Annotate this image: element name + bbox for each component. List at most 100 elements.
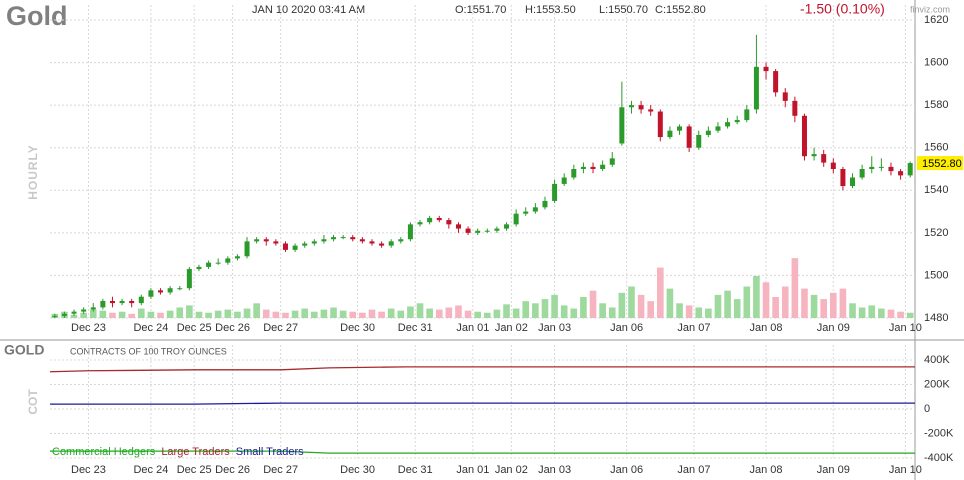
candle-body <box>869 166 875 169</box>
volume-bar <box>685 305 693 318</box>
brand[interactable]: finviz.com <box>910 4 950 14</box>
volume-bar <box>195 311 203 318</box>
x-tick-label: Dec 23 <box>71 322 106 334</box>
candle-body <box>138 296 144 304</box>
y-tick-label: -200K <box>924 427 954 439</box>
volume-bar <box>493 309 501 318</box>
volume-bar <box>214 310 222 318</box>
volume-bar <box>618 292 626 318</box>
x-tick-label: Dec 26 <box>215 464 250 476</box>
candle-body <box>513 213 519 225</box>
volume-bar <box>753 276 760 318</box>
candle-body <box>129 300 135 304</box>
volume-bar <box>474 311 481 318</box>
candle-body <box>705 130 711 135</box>
x-tick-label: Jan 09 <box>817 464 850 476</box>
candle-body <box>667 130 673 138</box>
x-tick-label: Jan 09 <box>817 322 850 334</box>
candle-body <box>350 237 356 240</box>
ohlc-open: O:1551.70 <box>455 4 506 16</box>
candle-body <box>600 164 606 169</box>
candle-body <box>561 177 567 184</box>
volume-bar <box>416 303 424 318</box>
volume-bar <box>522 301 530 318</box>
cot-subtitle: CONTRACTS OF 100 TROY OUNCES <box>70 346 227 356</box>
candle-body <box>609 158 615 165</box>
candle-body <box>90 307 96 310</box>
candle-body <box>167 288 173 293</box>
candle-body <box>677 126 683 131</box>
candle-body <box>273 241 279 244</box>
candle-body <box>725 122 731 127</box>
candle-body <box>455 224 461 229</box>
volume-bar <box>868 305 876 318</box>
volume-bar <box>359 312 366 318</box>
volume-bar <box>147 311 155 318</box>
volume-bar <box>628 286 635 318</box>
candle-body <box>850 177 856 187</box>
x-tick-label: Dec 25 <box>177 322 212 334</box>
candle-body <box>552 183 558 201</box>
volume-bar <box>262 309 270 318</box>
x-tick-label: Dec 27 <box>263 322 298 334</box>
volume-bar <box>349 311 357 318</box>
volume-bar <box>781 286 789 318</box>
candle-body <box>907 163 913 176</box>
candle-body <box>888 166 894 172</box>
candle-body <box>830 162 836 169</box>
volume-bar <box>647 301 654 318</box>
volume-bar <box>339 310 347 318</box>
candle-body <box>465 228 471 233</box>
candle-body <box>61 313 67 316</box>
volume-bar <box>435 309 443 318</box>
x-tick-label: Dec 30 <box>340 322 375 334</box>
x-tick-label: Dec 24 <box>133 464 168 476</box>
volume-bar <box>301 308 308 318</box>
candle-body <box>475 230 481 233</box>
x-tick-label: Jan 03 <box>538 464 571 476</box>
volume-bar <box>724 290 731 318</box>
candle-body <box>302 243 308 246</box>
symbol: Gold <box>6 1 68 31</box>
volume-bar <box>666 288 674 318</box>
volume-bar <box>714 294 722 318</box>
candle-body <box>898 171 904 176</box>
datetime: JAN 10 2020 03:41 AM <box>252 4 365 16</box>
volume-bar <box>243 308 251 318</box>
volume-bar <box>589 290 597 318</box>
candle-body <box>407 224 413 240</box>
candle-body <box>186 269 192 289</box>
candle-body <box>763 66 769 72</box>
volume-bar <box>128 313 135 318</box>
volume-bar <box>772 297 779 318</box>
x-tick-label: Dec 26 <box>215 322 250 334</box>
volume-bar <box>849 303 856 318</box>
volume-bar <box>906 312 914 318</box>
volume-bar <box>762 282 770 318</box>
volume-bar <box>234 311 241 318</box>
candle-body <box>811 154 817 157</box>
volume-bar <box>820 299 827 318</box>
ohlc-close: C:1552.80 <box>655 4 706 16</box>
candle-body <box>282 243 288 250</box>
candle-body <box>484 230 490 232</box>
x-tick-label: Jan 10 <box>889 322 922 334</box>
candle-body <box>359 239 365 242</box>
candle-body <box>715 126 721 131</box>
volume-bar <box>570 308 578 318</box>
volume-bar <box>224 309 232 318</box>
candle-body <box>100 300 106 308</box>
volume-bar <box>810 294 818 318</box>
y-tick-label: 1480 <box>924 312 948 324</box>
last-price-tag <box>917 156 963 171</box>
candle-body <box>379 243 385 246</box>
x-tick-label: Jan 07 <box>677 464 710 476</box>
volume-bar <box>99 310 107 318</box>
volume-bar <box>176 307 184 318</box>
candle-body <box>744 109 750 121</box>
volume-bar <box>676 303 683 318</box>
volume-bar <box>791 258 799 318</box>
candle-body <box>590 166 596 169</box>
x-tick-label: Jan 08 <box>750 464 783 476</box>
